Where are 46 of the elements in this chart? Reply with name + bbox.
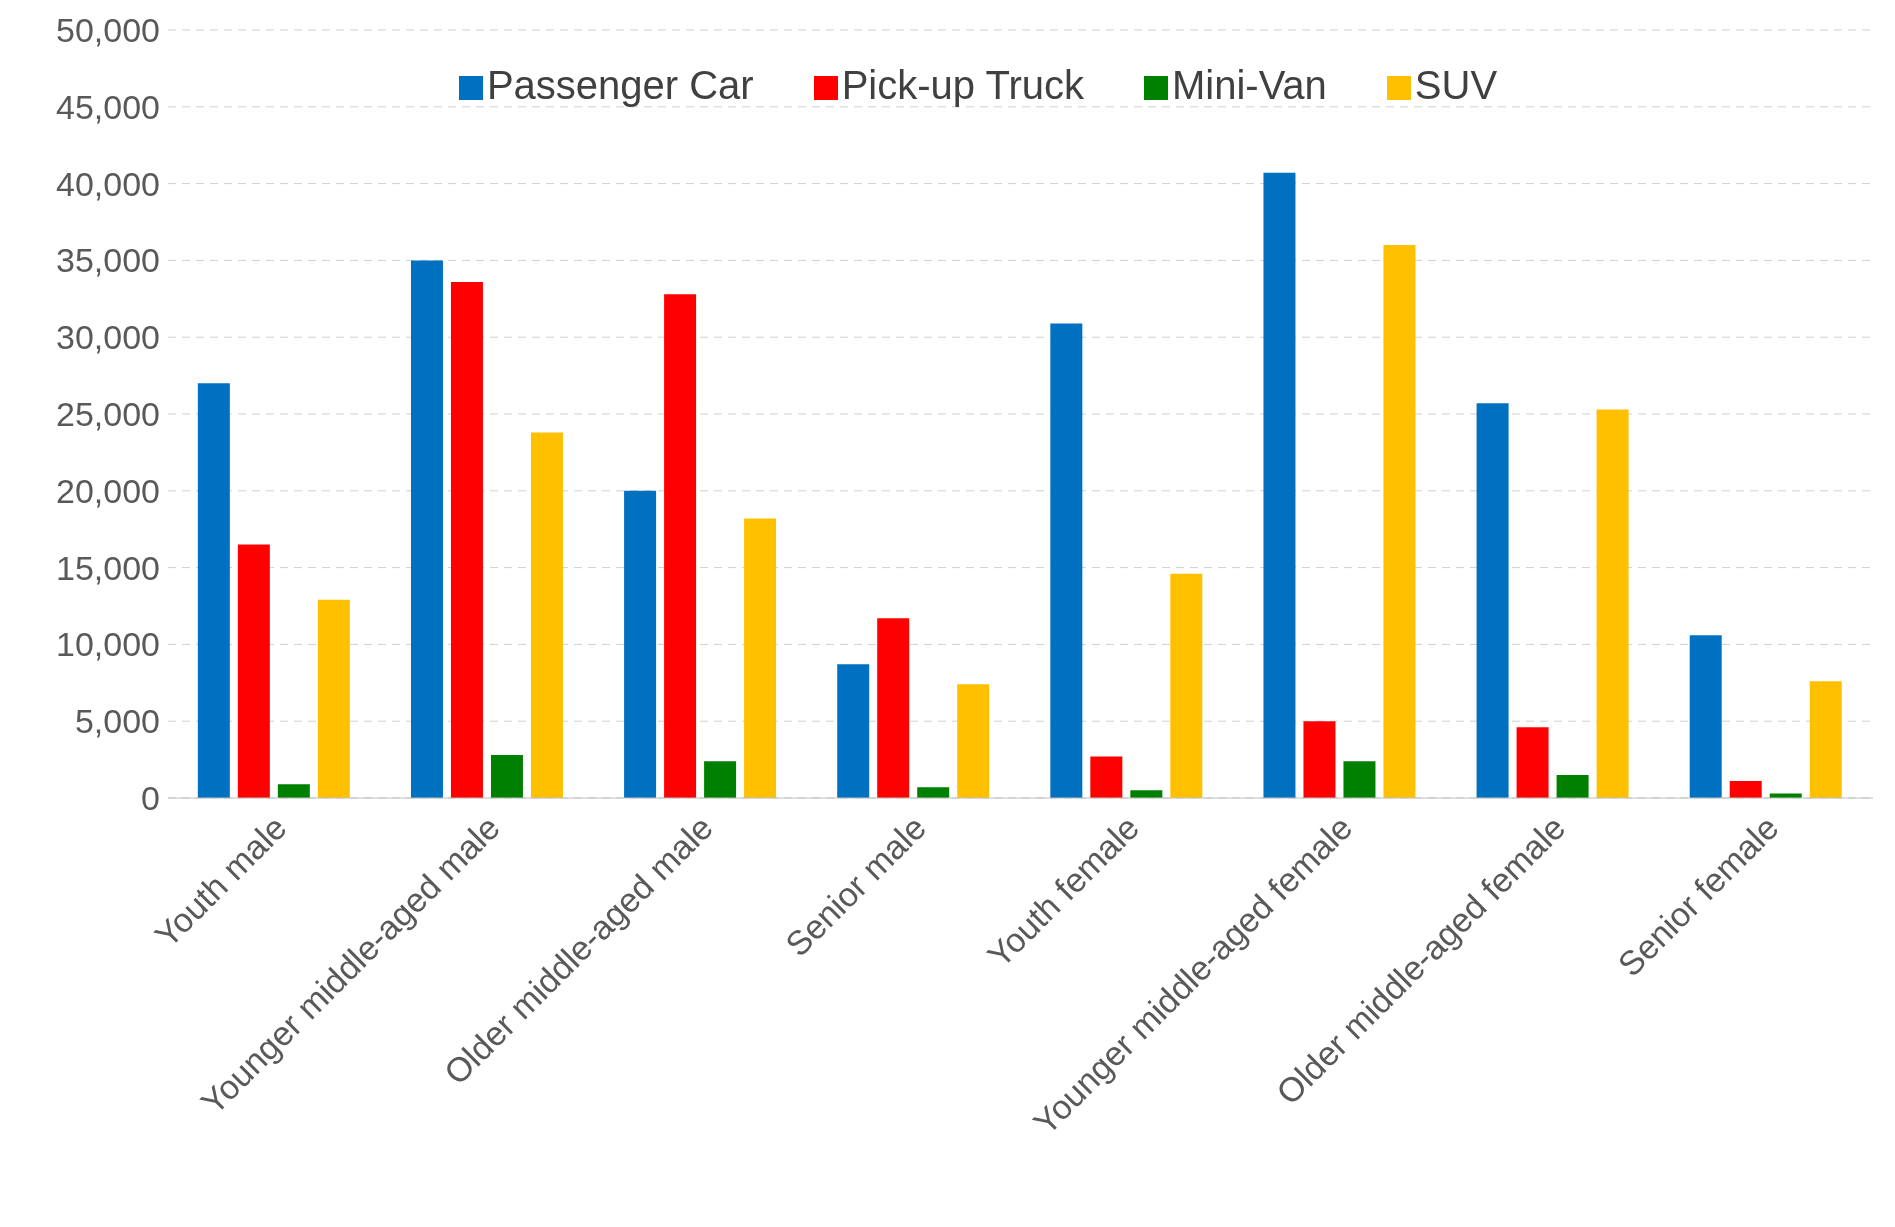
bar [744, 518, 777, 798]
y-tick-label: 10,000 [56, 625, 160, 664]
bar [664, 294, 697, 798]
y-tick-label: 45,000 [56, 87, 160, 126]
bar [1263, 172, 1296, 798]
y-tick-label: 25,000 [56, 395, 160, 434]
legend-label: SUV [1414, 63, 1498, 107]
bar [1090, 756, 1123, 798]
bar [1516, 727, 1549, 798]
y-tick-label: 50,000 [56, 11, 160, 50]
legend-label: Mini-Van [1171, 63, 1327, 107]
bar [1303, 721, 1336, 798]
bar [1343, 761, 1376, 798]
bar [877, 618, 910, 798]
bar [1476, 403, 1509, 798]
bar [410, 260, 443, 798]
y-tick-label: 5,000 [74, 702, 160, 741]
bar [277, 784, 310, 798]
bar [450, 281, 483, 798]
bar [1130, 790, 1163, 798]
y-tick-label: 40,000 [56, 164, 160, 203]
y-tick-label: 35,000 [56, 241, 160, 280]
bar [530, 432, 563, 798]
bar [1383, 245, 1416, 798]
bar [624, 490, 657, 798]
y-tick-label: 0 [141, 779, 160, 818]
y-tick-label: 30,000 [56, 318, 160, 357]
bar [1596, 409, 1629, 798]
bar [704, 761, 737, 798]
bar [197, 383, 230, 798]
bar [1170, 573, 1203, 798]
bar [1689, 635, 1722, 798]
bar [957, 684, 990, 798]
bar [1729, 781, 1762, 798]
bar [837, 664, 870, 798]
bar [917, 787, 950, 798]
bar [1556, 774, 1589, 798]
y-tick-label: 20,000 [56, 471, 160, 510]
legend-label: Passenger Car [486, 63, 754, 107]
bar [490, 754, 523, 798]
bar [237, 544, 270, 798]
legend-label: Pick-up Truck [841, 63, 1084, 107]
bar [317, 599, 350, 798]
bar [1050, 323, 1083, 798]
y-tick-label: 15,000 [56, 548, 160, 587]
bar [1809, 681, 1842, 798]
